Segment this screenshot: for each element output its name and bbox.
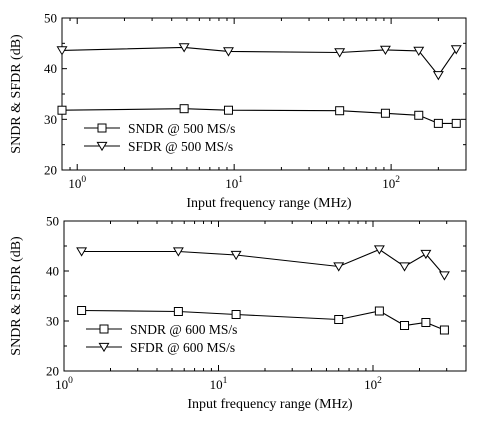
square-marker bbox=[97, 123, 107, 133]
triangle-down-marker bbox=[334, 48, 346, 58]
triangle-down-marker bbox=[438, 271, 450, 281]
square-marker bbox=[57, 105, 67, 115]
square-marker bbox=[334, 315, 344, 324]
legend-label: SFDR @ 500 MS/s bbox=[128, 139, 233, 154]
triangle-down-marker bbox=[399, 262, 410, 272]
square-marker bbox=[374, 306, 384, 316]
plot-frame bbox=[61, 17, 467, 171]
x-tick-label: 100 bbox=[55, 376, 73, 392]
series-line bbox=[61, 108, 457, 124]
triangle-down-marker bbox=[333, 262, 345, 272]
x-tick-label: 100 bbox=[68, 175, 86, 191]
triangle-down-marker bbox=[178, 43, 190, 53]
square-marker bbox=[99, 324, 109, 334]
y-tick-label: 40 bbox=[44, 61, 57, 76]
triangle-down-marker bbox=[379, 45, 391, 56]
square-marker bbox=[433, 118, 443, 128]
y-axis-label: SNDR & SFDR (dB) bbox=[9, 236, 24, 356]
square-marker bbox=[380, 108, 390, 118]
x-tick-label: 101 bbox=[210, 376, 228, 392]
square-marker bbox=[421, 318, 431, 327]
y-tick-label: 20 bbox=[46, 364, 59, 379]
square-marker bbox=[451, 118, 461, 128]
square-marker bbox=[439, 325, 449, 335]
series-line bbox=[81, 248, 445, 276]
triangle-down-marker bbox=[76, 247, 88, 257]
y-tick-label: 30 bbox=[44, 112, 57, 127]
legend: SNDR @ 500 MS/s SFDR @ 500 MS/s bbox=[84, 121, 235, 154]
chart-panel-1: 20 30 40 50 100 101 102 SNDR @ 500 MS/s SFDR @ 5… bbox=[9, 11, 467, 211]
x-axis-label: Input frequency range (MHz) bbox=[186, 196, 352, 211]
y-tick-label: 40 bbox=[46, 264, 59, 279]
square-marker bbox=[173, 307, 183, 316]
chart-panel-2: 20 30 40 50 100 101 102 SNDR @ 600 MS/s SFDR @ 6… bbox=[9, 214, 467, 412]
triangle-down-marker bbox=[450, 45, 462, 55]
y-tick-label: 50 bbox=[46, 214, 59, 229]
x-tick-label: 101 bbox=[225, 175, 243, 191]
series-triangle-down bbox=[56, 43, 462, 81]
square-marker bbox=[400, 321, 410, 330]
x-tick-label: 102 bbox=[382, 175, 400, 191]
triangle-down-marker bbox=[420, 249, 432, 260]
series-square bbox=[77, 306, 449, 335]
square-marker bbox=[335, 106, 345, 116]
triangle-down-marker bbox=[373, 245, 385, 255]
series-triangle-down bbox=[76, 245, 450, 281]
x-axis-label: Input frequency range (MHz) bbox=[187, 397, 353, 412]
triangle-down-marker bbox=[432, 71, 444, 81]
legend: SNDR @ 600 MS/s SFDR @ 600 MS/s bbox=[86, 322, 237, 355]
square-marker bbox=[414, 110, 424, 120]
legend-label: SNDR @ 500 MS/s bbox=[128, 121, 235, 136]
triangle-down-marker bbox=[98, 342, 110, 353]
legend-label: SNDR @ 600 MS/s bbox=[130, 322, 237, 337]
x-tick-label: 102 bbox=[364, 376, 382, 392]
y-tick-label: 20 bbox=[44, 163, 57, 178]
series-square bbox=[57, 104, 461, 128]
y-axis-label: SNDR & SFDR (dB) bbox=[9, 34, 24, 154]
plot-frame bbox=[63, 220, 467, 372]
square-marker bbox=[77, 306, 87, 315]
triangle-down-marker bbox=[230, 250, 242, 261]
series-line bbox=[61, 46, 457, 77]
y-tick-label: 50 bbox=[44, 11, 57, 26]
square-marker bbox=[223, 105, 233, 115]
y-tick-label: 30 bbox=[46, 314, 59, 329]
triangle-down-marker bbox=[413, 46, 425, 57]
triangle-down-marker bbox=[96, 141, 108, 152]
legend-label: SFDR @ 600 MS/s bbox=[130, 340, 235, 355]
square-marker bbox=[231, 310, 241, 319]
square-marker bbox=[179, 104, 189, 114]
triangle-down-marker bbox=[223, 47, 234, 57]
triangle-down-marker bbox=[172, 247, 184, 257]
triangle-down-marker bbox=[56, 46, 68, 56]
